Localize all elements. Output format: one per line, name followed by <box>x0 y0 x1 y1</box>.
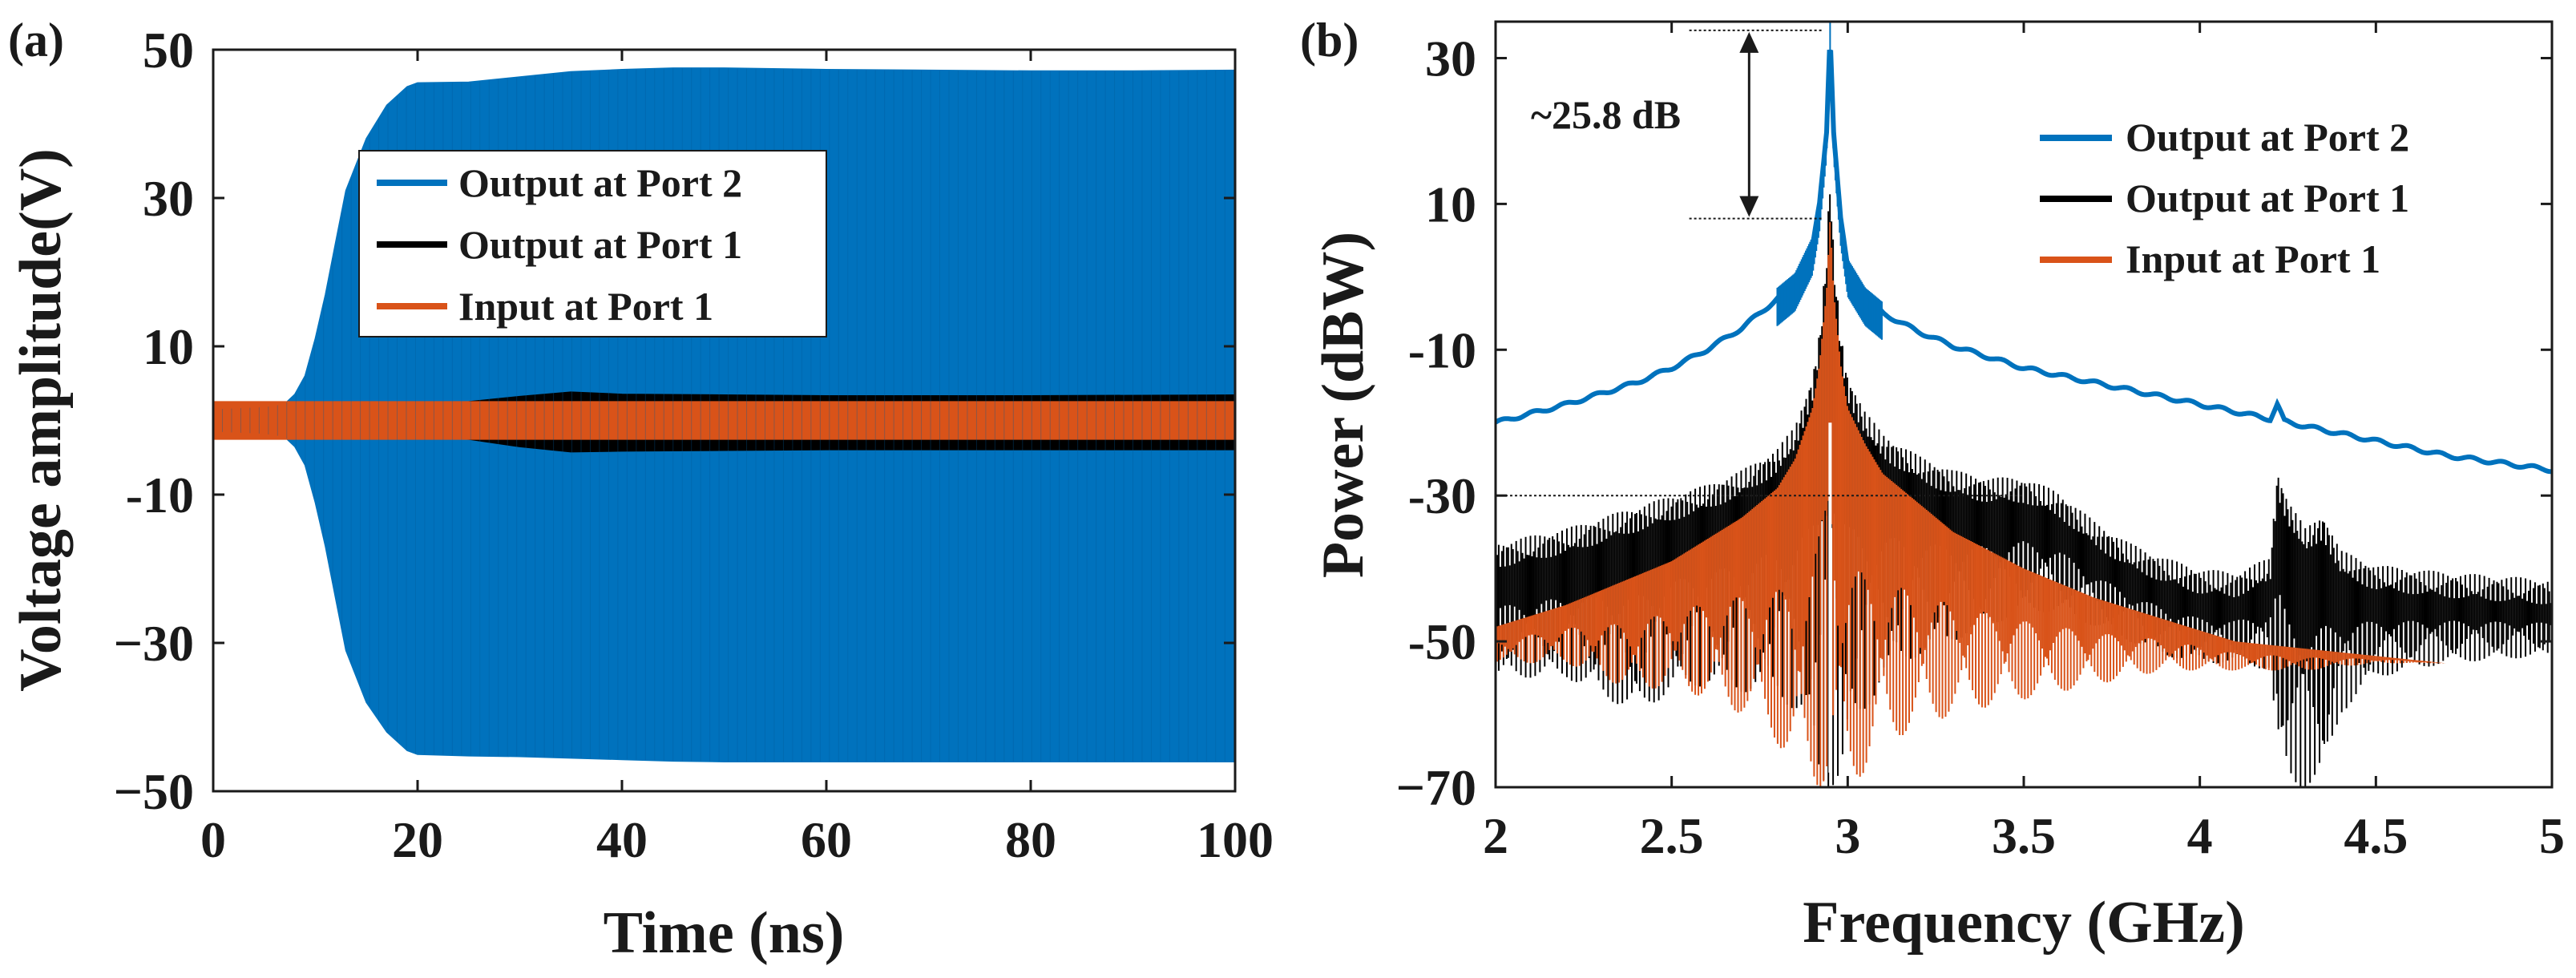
legend-label-port1-out-a: Output at Port 1 <box>458 222 742 267</box>
legend-a: Output at Port 2 Output at Port 1 Input … <box>358 150 827 337</box>
y-tick-label: 50 <box>143 22 194 79</box>
y-tick-label: -10 <box>1408 321 1476 378</box>
y-tick-label: -10 <box>126 467 194 523</box>
series-port2-fuzz-b <box>1776 22 1883 340</box>
plot-area-b <box>1494 22 2552 787</box>
x-tick-label: 0 <box>200 811 226 868</box>
x-tick-label: 5 <box>2539 807 2565 864</box>
y-tick-label: −70 <box>1396 759 1476 816</box>
series-port2-b <box>1494 50 2552 475</box>
x-tick-label: 3 <box>1835 807 1860 864</box>
x-axis-label-a: Time (ns) <box>604 900 845 966</box>
axes-frame-a <box>212 48 1237 793</box>
y-tick-label: -30 <box>1408 467 1476 524</box>
legend-b: Output at Port 2 Output at Port 1 Input … <box>2028 103 2477 295</box>
x-axis-label-b: Frequency (GHz) <box>1803 890 2244 956</box>
legend-label-port2-a: Output at Port 2 <box>458 160 742 205</box>
legend-label-port1-in-a: Input at Port 1 <box>458 284 713 329</box>
ticks-b: 2 2.5 3 3.5 4 4.5 5 30 10 -10 -30 -50 −70 <box>1396 22 2565 864</box>
panel-label-b: (b) <box>1300 14 1359 67</box>
y-tick-label: 30 <box>1425 30 1476 87</box>
series-port1-in-b <box>1495 222 2446 787</box>
legend-label-port1-out-b: Output at Port 1 <box>2126 176 2409 220</box>
x-tick-label: 60 <box>801 811 852 868</box>
gain-annotation: ~25.8 dB <box>1531 29 1823 220</box>
y-tick-label: −30 <box>114 615 194 672</box>
x-tick-label: 4.5 <box>2344 807 2408 864</box>
legend-label-port2-b: Output at Port 2 <box>2126 115 2409 160</box>
x-tick-label: 80 <box>1005 811 1056 868</box>
ticks-a: 0 20 40 60 80 100 50 30 10 -10 −30 −50 <box>114 22 1274 868</box>
panel-a: (a) 0 20 40 60 80 100 50 30 10 -10 −30 −50 Time (ns… <box>8 14 1274 966</box>
y-tick-label: 10 <box>143 318 194 375</box>
x-tick-label: 2 <box>1483 807 1508 864</box>
panel-b: (b) 2 2.5 3 3.5 4 4.5 5 30 10 -10 -30 -50 −70 ~25.8 … <box>1300 14 2565 956</box>
x-tick-label: 4 <box>2187 807 2213 864</box>
annotation-arrowhead-top <box>1739 31 1759 53</box>
x-tick-label: 20 <box>392 811 443 868</box>
x-tick-label: 100 <box>1197 811 1274 868</box>
gain-annotation-label: ~25.8 dB <box>1531 92 1681 137</box>
y-axis-label-b: Power (dBW) <box>1310 232 1376 578</box>
series-port1-in-envelope-a <box>212 401 1236 440</box>
y-tick-label: 10 <box>1425 176 1476 232</box>
legend-label-port1-in-b: Input at Port 1 <box>2126 236 2380 281</box>
y-tick-label: -50 <box>1408 613 1476 670</box>
x-tick-label: 3.5 <box>1992 807 2056 864</box>
annotation-arrowhead-bottom <box>1739 196 1759 217</box>
y-tick-label: −50 <box>114 763 194 820</box>
x-tick-label: 40 <box>596 811 648 868</box>
x-tick-label: 2.5 <box>1640 807 1704 864</box>
y-tick-label: 30 <box>143 170 194 227</box>
y-axis-label-a: Voltage amplitude(V) <box>8 148 74 692</box>
panel-label-a: (a) <box>8 14 64 67</box>
